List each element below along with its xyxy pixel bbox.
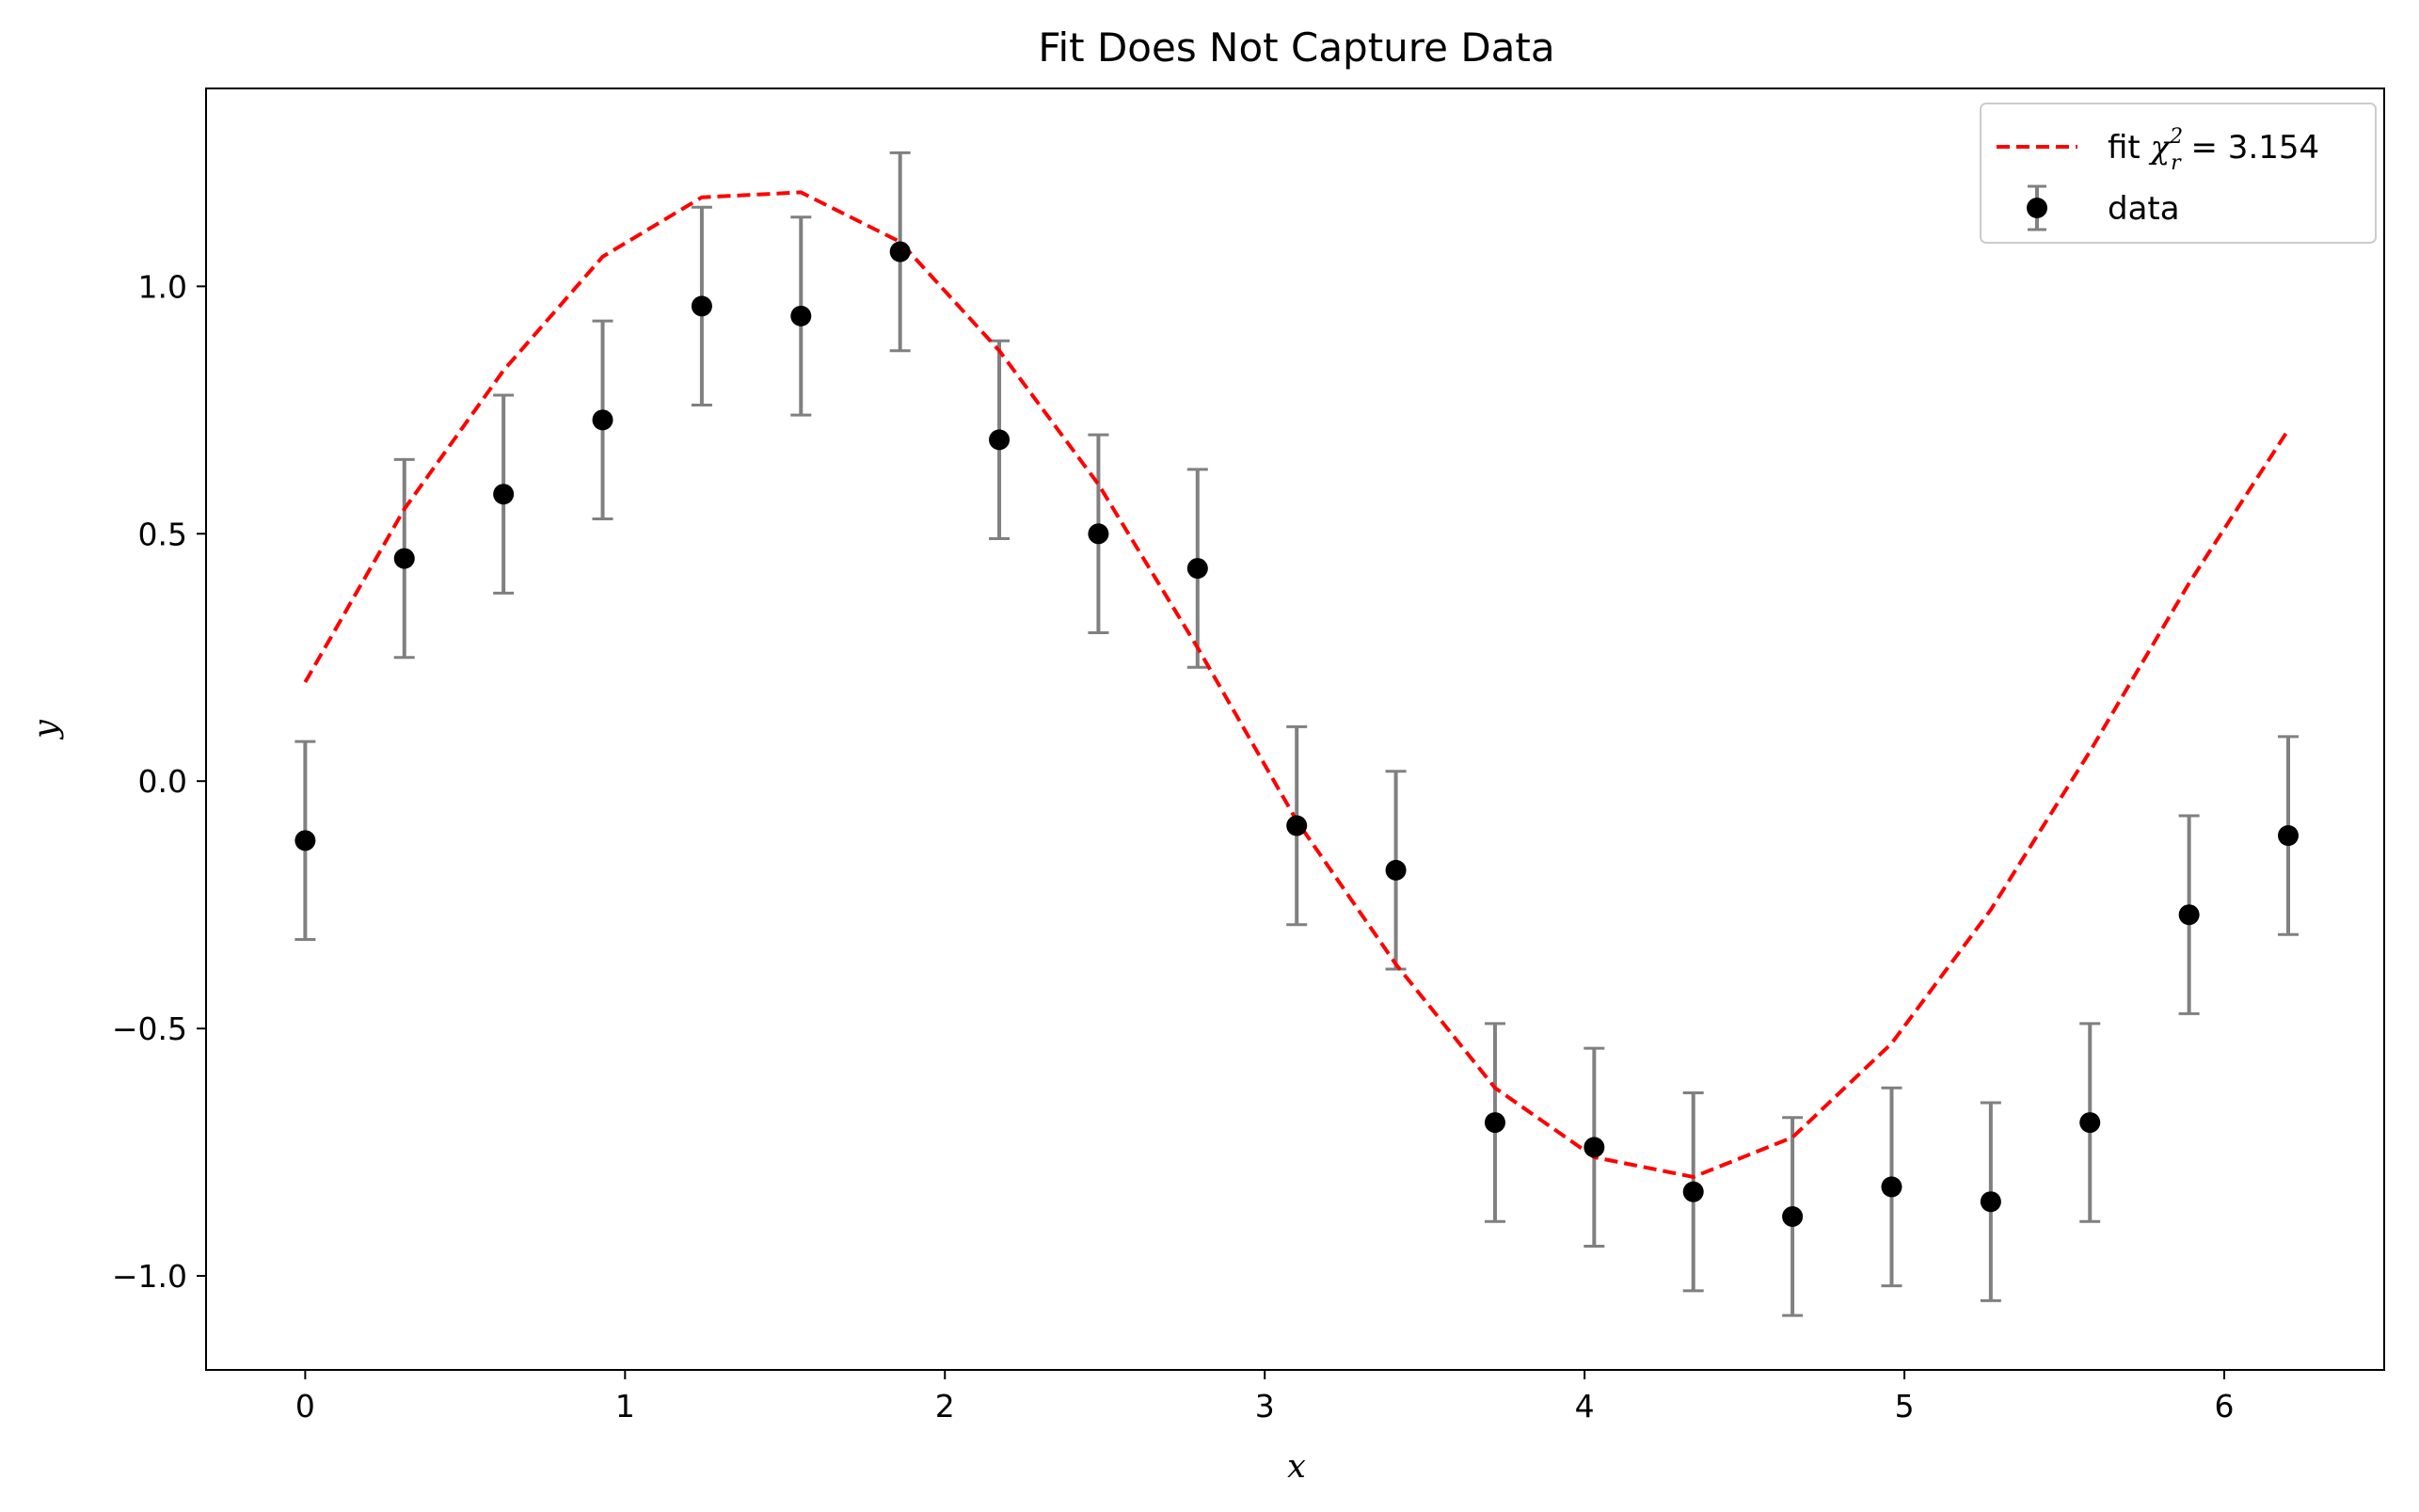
x-tick-label: 4 — [1575, 1388, 1595, 1424]
data-point — [1881, 1176, 1902, 1198]
data-point — [1583, 1137, 1605, 1158]
y-axis-label: y — [27, 719, 65, 740]
legend-fit-label: fit χ2 r = 3.154 — [2108, 125, 2319, 175]
data-point — [393, 548, 415, 569]
y-tick-label: −1.0 — [112, 1258, 187, 1295]
plot-frame — [205, 88, 2385, 1371]
data-point — [1088, 523, 1109, 545]
legend-fit-prefix: fit — [2108, 129, 2151, 167]
data-point — [493, 484, 515, 505]
data-point — [691, 295, 712, 317]
plot-content — [294, 151, 2300, 1317]
legend-fit-subscript: r — [2171, 151, 2182, 175]
data-point — [1484, 1112, 1505, 1134]
x-tick-label: 5 — [1895, 1388, 1915, 1424]
data-point — [1186, 558, 1208, 580]
data-point — [1682, 1181, 1704, 1202]
data-point — [1385, 859, 1407, 881]
legend-data-marker — [2027, 198, 2047, 218]
legend: fit χ2 r = 3.154 data — [1980, 103, 2377, 244]
data-point — [989, 429, 1011, 451]
data-point — [790, 305, 812, 326]
y-axis-ticks: −1.0 −0.5 0.0 0.5 1.0 — [112, 268, 206, 1295]
data-point — [1286, 815, 1308, 836]
data-point — [2278, 825, 2300, 847]
chart-title: Fit Does Not Capture Data — [1038, 24, 1554, 71]
x-axis-ticks: 0 1 2 3 4 5 6 — [295, 1370, 2235, 1424]
data-point — [889, 241, 911, 263]
data-point — [294, 830, 316, 851]
legend-fit-symbol: χ — [2149, 129, 2172, 167]
data-point — [592, 409, 613, 431]
data-point — [2079, 1112, 2101, 1134]
y-tick-label: −0.5 — [112, 1011, 187, 1047]
data-point — [1980, 1191, 2001, 1213]
data-point — [2178, 904, 2200, 926]
x-tick-label: 1 — [615, 1388, 635, 1424]
y-tick-label: 0.5 — [138, 516, 187, 552]
x-tick-label: 2 — [935, 1388, 955, 1424]
x-tick-label: 0 — [295, 1388, 315, 1424]
y-tick-label: 1.0 — [138, 268, 187, 305]
data-point — [1782, 1205, 1804, 1227]
x-tick-label: 3 — [1255, 1388, 1275, 1424]
x-tick-label: 6 — [2215, 1388, 2235, 1424]
legend-fit-superscript: 2 — [2169, 125, 2183, 149]
x-axis-label: x — [1287, 1448, 1306, 1486]
y-tick-label: 0.0 — [138, 763, 187, 800]
legend-fit-value: = 3.154 — [2181, 129, 2319, 167]
legend-box — [1980, 103, 2377, 244]
legend-data-label: data — [2108, 190, 2180, 228]
